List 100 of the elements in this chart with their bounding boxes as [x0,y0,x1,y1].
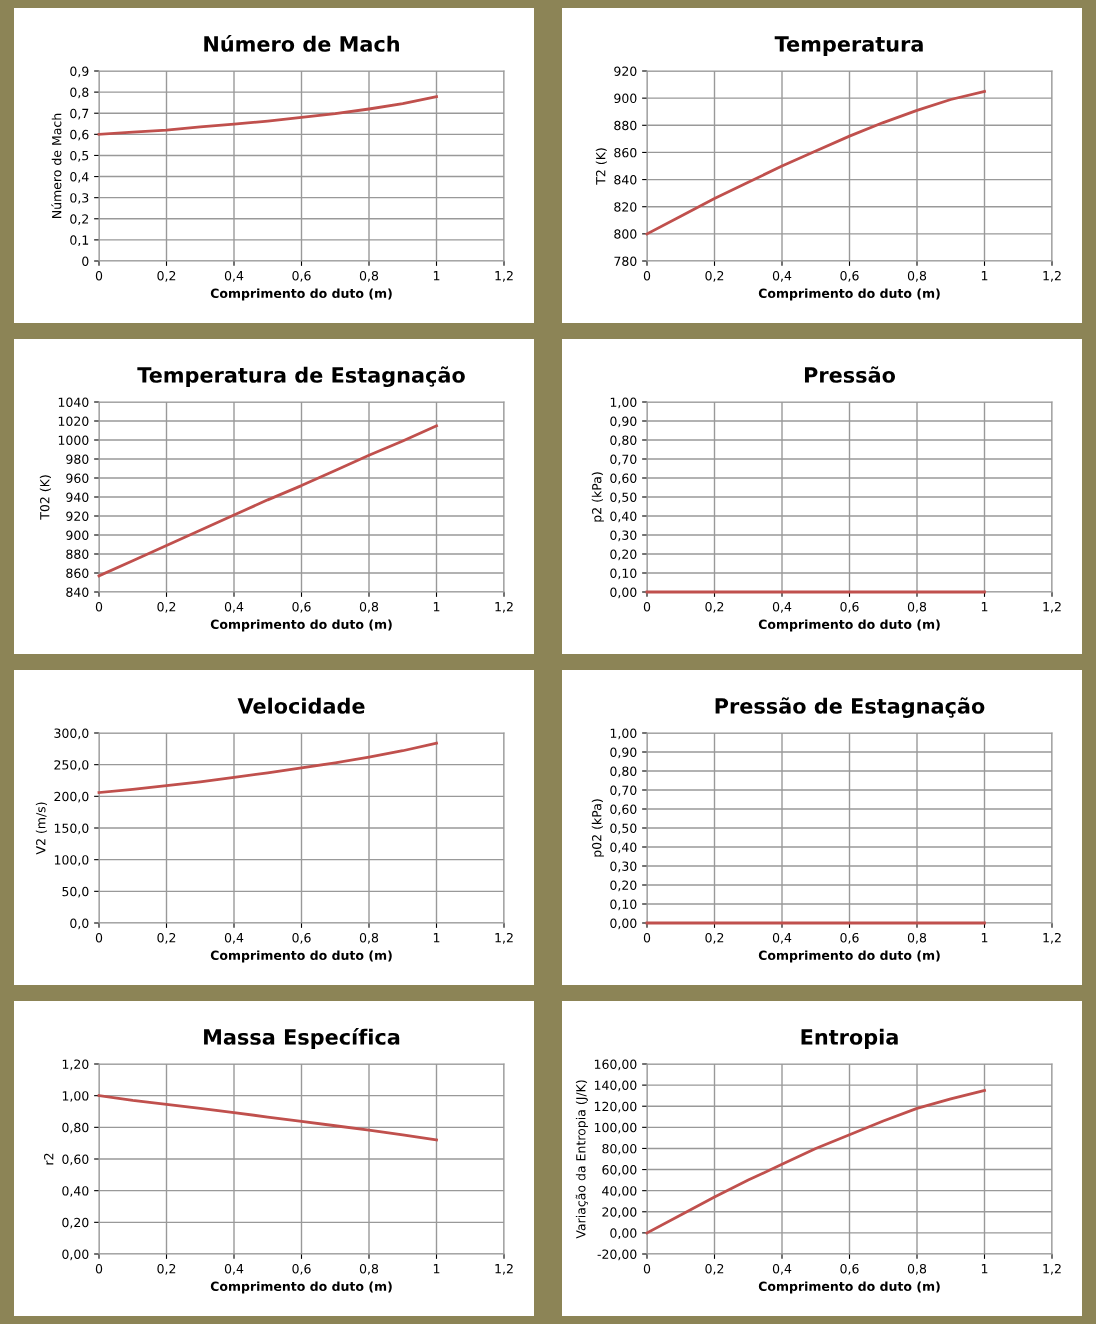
y-tick-label: 1,00 [62,1091,89,1102]
x-tick-label: 0 [95,270,103,281]
x-tick-label: 0,2 [705,601,724,613]
chart-title: Temperatura de Estagnação [137,366,465,388]
y-axis-title: Número de Mach [51,113,62,218]
y-tick-label: 150,0 [54,823,89,835]
y-tick-label: 0,00 [610,918,637,930]
y-tick-label: 140,00 [594,1080,637,1092]
x-tick-label: 0 [95,1263,103,1274]
y-tick-label: 0,70 [610,454,637,466]
y-tick-label: 100,00 [594,1122,637,1134]
chart-title: Entropia [801,1028,898,1049]
y-tick-label: 0,50 [610,823,637,835]
x-tick-label: 1 [981,271,988,281]
y-tick-label: 0,40 [62,1186,89,1197]
y-tick-label: 50,0 [62,886,89,898]
x-tick-label: 0,4 [772,932,792,944]
x-tick-label: 0,6 [292,270,311,282]
x-tick-label: 1,2 [495,601,513,613]
y-tick-label: 0,80 [610,766,637,778]
x-tick-label: 0,4 [224,932,244,944]
line-series [97,741,438,794]
y-tick-label: 840 [614,175,637,185]
line-series [645,1089,986,1235]
y-tick-label: 1,00 [610,397,637,409]
y-tick-label: 1040 [58,397,89,407]
y-tick-label: -20,00 [597,1249,637,1261]
y-tick-label: 0,00 [610,587,637,599]
x-axis-title: Comprimento do duto (m) [758,950,940,963]
y-tick-label: 0,3 [70,193,89,204]
y-tick-label: 0,4 [70,172,89,183]
x-axis-title: Comprimento do duto (m) [210,1281,392,1294]
y-tick-label: 0,40 [610,842,637,854]
y-tick-label: 0,60 [610,473,637,485]
x-tick-label: 0,8 [907,270,927,282]
y-tick-label: 0,7 [70,108,89,120]
y-axis-title: V2 (m/s) [35,802,47,855]
y-tick-label: 0,80 [62,1122,89,1134]
y-axis-title: T2 (K) [595,148,607,185]
chart-title: Pressão [804,366,896,383]
x-tick-label: 1,2 [1043,270,1061,282]
y-tick-label: 980 [66,454,89,464]
y-tick-label: 0,60 [62,1154,89,1166]
y-tick-label: 0,0 [70,918,89,930]
y-tick-label: 940 [66,492,89,502]
x-axis-title: Comprimento do duto (m) [210,288,392,301]
y-tick-label: 900 [614,93,637,104]
x-tick-label: 1,2 [495,270,513,282]
x-tick-label: 0,4 [772,1263,792,1275]
y-tick-label: 80,00 [602,1143,637,1155]
x-tick-label: 0,8 [359,601,379,613]
y-tick-label: 300,0 [54,728,89,740]
x-tick-label: 0,8 [359,932,379,944]
x-tick-label: 0,2 [705,270,724,282]
x-tick-label: 0,8 [907,932,927,944]
chart-title: Número de Mach [204,34,399,52]
x-tick-label: 0,6 [840,932,859,944]
y-tick-label: 920 [614,66,637,76]
chart-title: Temperatura [774,36,923,56]
y-axis-title: T02 (K) [39,475,51,520]
y-tick-label: 780 [614,256,637,266]
x-axis-title: Comprimento do duto (m) [210,950,392,963]
y-tick-label: 0,40 [610,511,637,523]
y-tick-label: 100,0 [54,855,89,866]
y-tick-label: 820 [614,202,637,212]
x-tick-label: 0 [95,601,103,612]
x-tick-label: 0,6 [292,601,311,613]
y-tick-label: 0,10 [610,568,637,580]
x-tick-label: 1 [433,933,440,943]
y-tick-label: 0,00 [610,1228,637,1240]
x-tick-label: 0,4 [772,601,792,613]
x-tick-label: 0,6 [840,270,859,282]
x-tick-label: 1 [433,271,440,281]
x-tick-label: 1 [433,602,440,612]
y-tick-label: 20,00 [602,1207,637,1218]
y-axis-title: r2 [44,1153,54,1165]
y-tick-label: 0,2 [70,214,89,225]
x-tick-label: 0,6 [840,601,859,613]
y-tick-label: 0,50 [610,492,637,504]
y-tick-label: 0,70 [610,785,637,797]
y-tick-label: 160,00 [594,1059,637,1071]
y-tick-label: 0,5 [70,150,89,162]
chart-title: Pressão de Estagnação [715,697,985,719]
y-tick-label: 840 [66,587,89,597]
x-tick-label: 0,6 [292,932,311,944]
x-tick-label: 0 [643,1263,651,1274]
x-tick-label: 0 [643,601,651,612]
x-tick-label: 1,2 [1043,601,1061,613]
y-tick-label: 0,80 [610,435,637,447]
x-tick-label: 0,4 [224,1263,244,1275]
y-tick-label: 1,00 [610,728,637,740]
y-tick-label: 1,20 [62,1059,89,1071]
y-tick-label: 0,9 [70,66,89,78]
x-tick-label: 0 [643,270,651,281]
y-tick-label: 0,8 [70,87,89,99]
x-tick-label: 1 [433,1264,440,1274]
y-tick-label: 800 [614,229,637,239]
x-tick-label: 1,2 [1043,932,1061,944]
y-tick-label: 0,20 [62,1217,89,1229]
x-tick-label: 1 [981,1264,988,1274]
